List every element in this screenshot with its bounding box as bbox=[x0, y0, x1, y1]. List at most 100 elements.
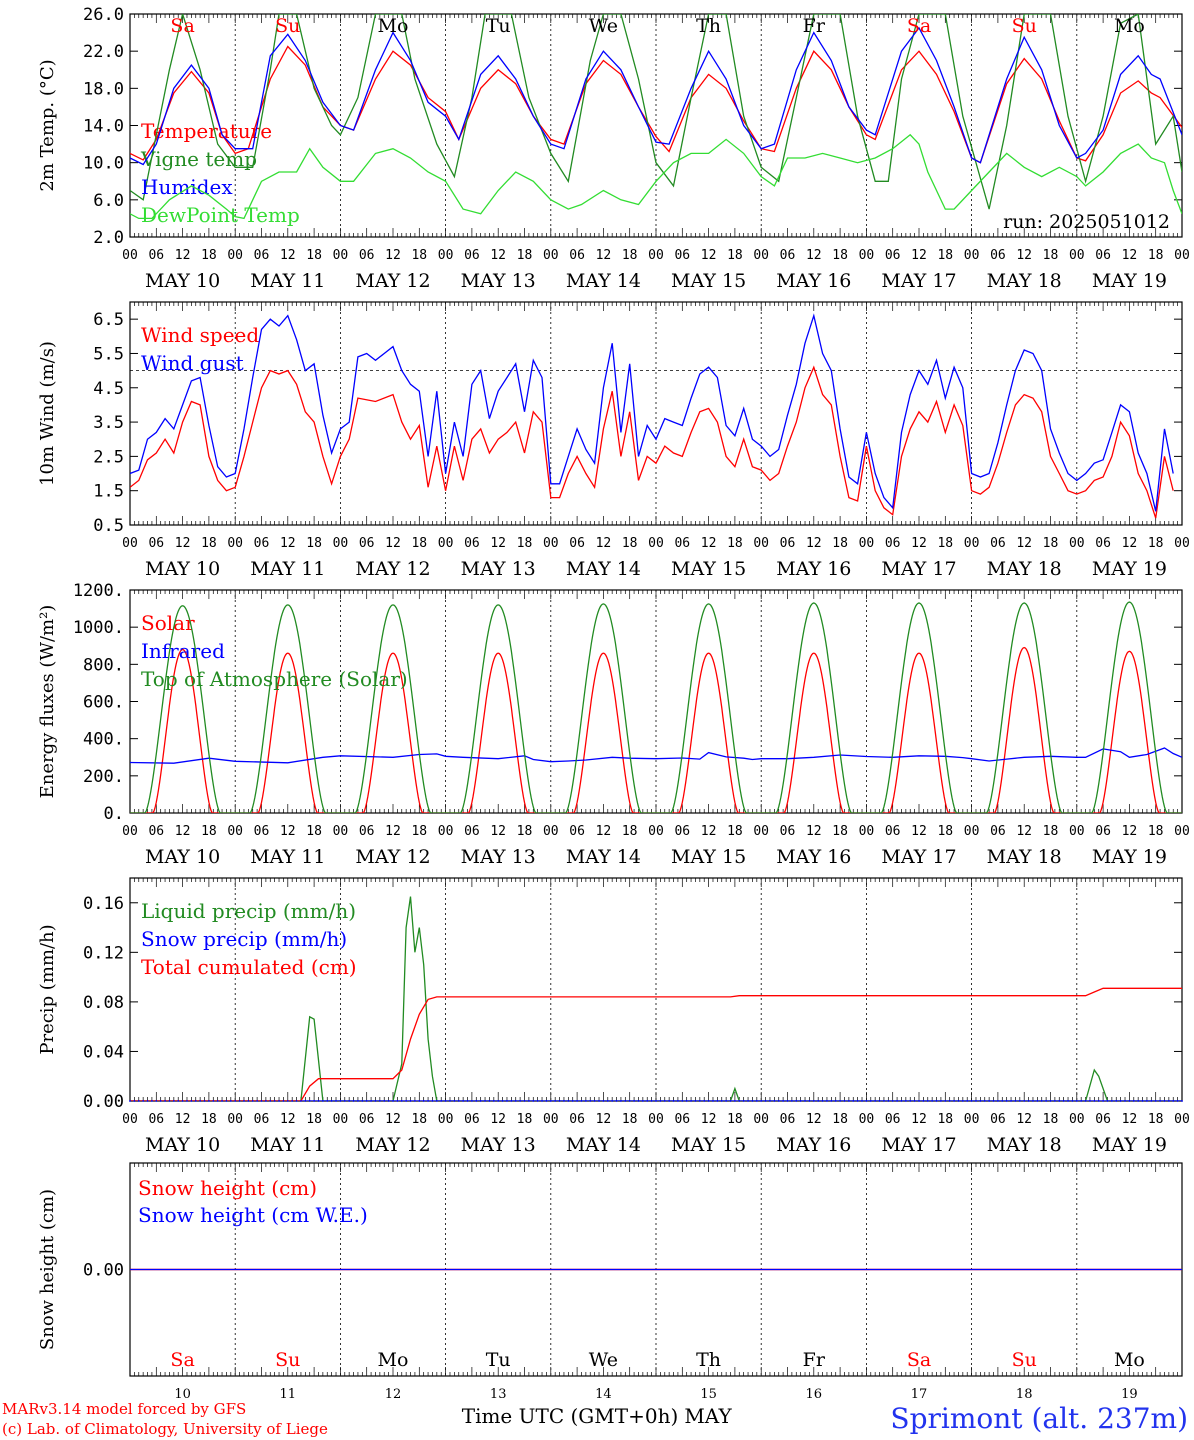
hour-tick-label: 18 bbox=[411, 536, 427, 551]
snow-marker bbox=[129, 1100, 131, 1102]
snow-marker bbox=[1014, 1100, 1017, 1102]
snow-marker bbox=[251, 1100, 254, 1102]
day-label: MAY 13 bbox=[461, 846, 536, 868]
day-label: MAY 15 bbox=[671, 846, 746, 868]
snow-marker bbox=[773, 1100, 776, 1102]
hour-tick-label: 18 bbox=[306, 1112, 322, 1127]
legend-entry: Wind speed bbox=[141, 323, 259, 347]
snow-marker bbox=[383, 1100, 386, 1102]
hour-tick-label: 18 bbox=[1043, 536, 1059, 551]
snow-marker bbox=[304, 1100, 307, 1102]
hour-tick-label: 12 bbox=[1122, 824, 1138, 839]
snow-marker bbox=[1093, 1100, 1096, 1102]
snow-marker bbox=[212, 1100, 215, 1102]
hour-tick-label: 18 bbox=[411, 824, 427, 839]
hour-tick-label: 06 bbox=[990, 248, 1006, 263]
snow-marker bbox=[159, 1100, 162, 1102]
y-tick-label: 3.5 bbox=[93, 413, 124, 433]
hour-tick-label: 12 bbox=[175, 248, 191, 263]
snow-marker bbox=[1141, 1100, 1144, 1102]
snow-marker bbox=[370, 1100, 372, 1102]
legend-entry: Vigne temp bbox=[140, 147, 257, 171]
snow-marker bbox=[409, 1100, 412, 1102]
y-tick-label: 1000. bbox=[73, 618, 124, 638]
hour-tick-label: 12 bbox=[596, 248, 612, 263]
hour-tick-label: 12 bbox=[490, 1112, 506, 1127]
hour-tick-label: 18 bbox=[1148, 824, 1164, 839]
y-tick-label: 18.0 bbox=[83, 79, 124, 99]
hour-tick-label: 18 bbox=[832, 824, 848, 839]
day-label: MAY 10 bbox=[145, 1134, 220, 1156]
hour-tick-label: 12 bbox=[175, 1112, 191, 1127]
hour-tick-label: 18 bbox=[517, 248, 533, 263]
hour-tick-label: 06 bbox=[990, 1112, 1006, 1127]
hour-tick-label: 18 bbox=[832, 248, 848, 263]
snow-marker bbox=[527, 1100, 530, 1102]
hour-tick-label: 18 bbox=[937, 536, 953, 551]
snow-marker bbox=[817, 1100, 820, 1102]
y-tick-label: 800. bbox=[83, 655, 124, 675]
hour-tick-label: 00 bbox=[859, 1112, 875, 1127]
snow-marker bbox=[466, 1100, 469, 1102]
snow-marker bbox=[830, 1100, 833, 1102]
snow-marker bbox=[479, 1100, 482, 1102]
snow-marker bbox=[646, 1100, 649, 1102]
snow-marker bbox=[900, 1100, 903, 1102]
snow-marker bbox=[953, 1100, 955, 1102]
hour-tick-label: 12 bbox=[596, 1112, 612, 1127]
snow-marker bbox=[611, 1100, 614, 1102]
snow-marker bbox=[536, 1100, 539, 1102]
hour-tick-label: 06 bbox=[1095, 536, 1111, 551]
hour-tick-label: 00 bbox=[543, 1112, 559, 1127]
legend-entry: Snow precip (mm/h) bbox=[141, 927, 347, 951]
y-tick-label: 6.0 bbox=[93, 191, 124, 211]
snow-marker bbox=[1097, 1100, 1100, 1102]
hour-tick-label: 12 bbox=[911, 1112, 927, 1127]
snow-marker bbox=[1150, 1100, 1153, 1102]
snow-marker bbox=[720, 1100, 723, 1102]
snow-marker bbox=[462, 1100, 465, 1102]
snow-marker bbox=[812, 1100, 815, 1102]
hour-tick-label: 06 bbox=[885, 824, 901, 839]
day-label: MAY 12 bbox=[355, 270, 430, 292]
snow-marker bbox=[738, 1100, 741, 1102]
hour-tick-label: 00 bbox=[1174, 536, 1190, 551]
snow-marker bbox=[308, 1100, 311, 1102]
snow-marker bbox=[558, 1100, 561, 1102]
snow-marker bbox=[1176, 1100, 1179, 1102]
snow-marker bbox=[208, 1100, 210, 1102]
snow-marker bbox=[414, 1100, 416, 1102]
snow-marker bbox=[501, 1100, 504, 1102]
snow-marker bbox=[1167, 1100, 1170, 1102]
panel-5: 0.00 Snow height (cm) Snow height (cm) Snow… bbox=[37, 1162, 1183, 1377]
hour-tick-label: 06 bbox=[464, 824, 480, 839]
y-tick-label: 2.5 bbox=[93, 447, 124, 467]
snow-marker bbox=[1062, 1100, 1065, 1102]
day-number: 16 bbox=[806, 1387, 823, 1402]
hour-tick-label: 00 bbox=[964, 248, 980, 263]
series-line-vigne-temp bbox=[130, 14, 1182, 210]
weekday-label-top: Mo bbox=[378, 15, 409, 37]
legend-entry: DewPoint Temp bbox=[141, 203, 300, 227]
snow-marker bbox=[690, 1100, 692, 1102]
day-label: MAY 13 bbox=[461, 558, 536, 580]
day-label: MAY 17 bbox=[881, 846, 956, 868]
snow-marker bbox=[712, 1100, 714, 1102]
snow-marker bbox=[269, 1100, 272, 1102]
snow-marker bbox=[422, 1100, 425, 1102]
hour-tick-label: 12 bbox=[175, 536, 191, 551]
snow-marker bbox=[677, 1100, 679, 1102]
hour-tick-label: 06 bbox=[674, 536, 690, 551]
y-tick-label: 0.16 bbox=[83, 894, 124, 914]
day-number: 12 bbox=[385, 1387, 402, 1402]
snow-marker bbox=[944, 1100, 947, 1102]
day-label: MAY 12 bbox=[355, 846, 430, 868]
snow-marker bbox=[593, 1100, 596, 1102]
y-tick-label: 0.00 bbox=[83, 1261, 124, 1281]
snow-marker bbox=[541, 1100, 543, 1102]
snow-marker bbox=[975, 1100, 977, 1102]
snow-marker bbox=[790, 1100, 793, 1102]
snow-marker bbox=[330, 1100, 333, 1102]
hour-tick-label: 00 bbox=[227, 1112, 243, 1127]
